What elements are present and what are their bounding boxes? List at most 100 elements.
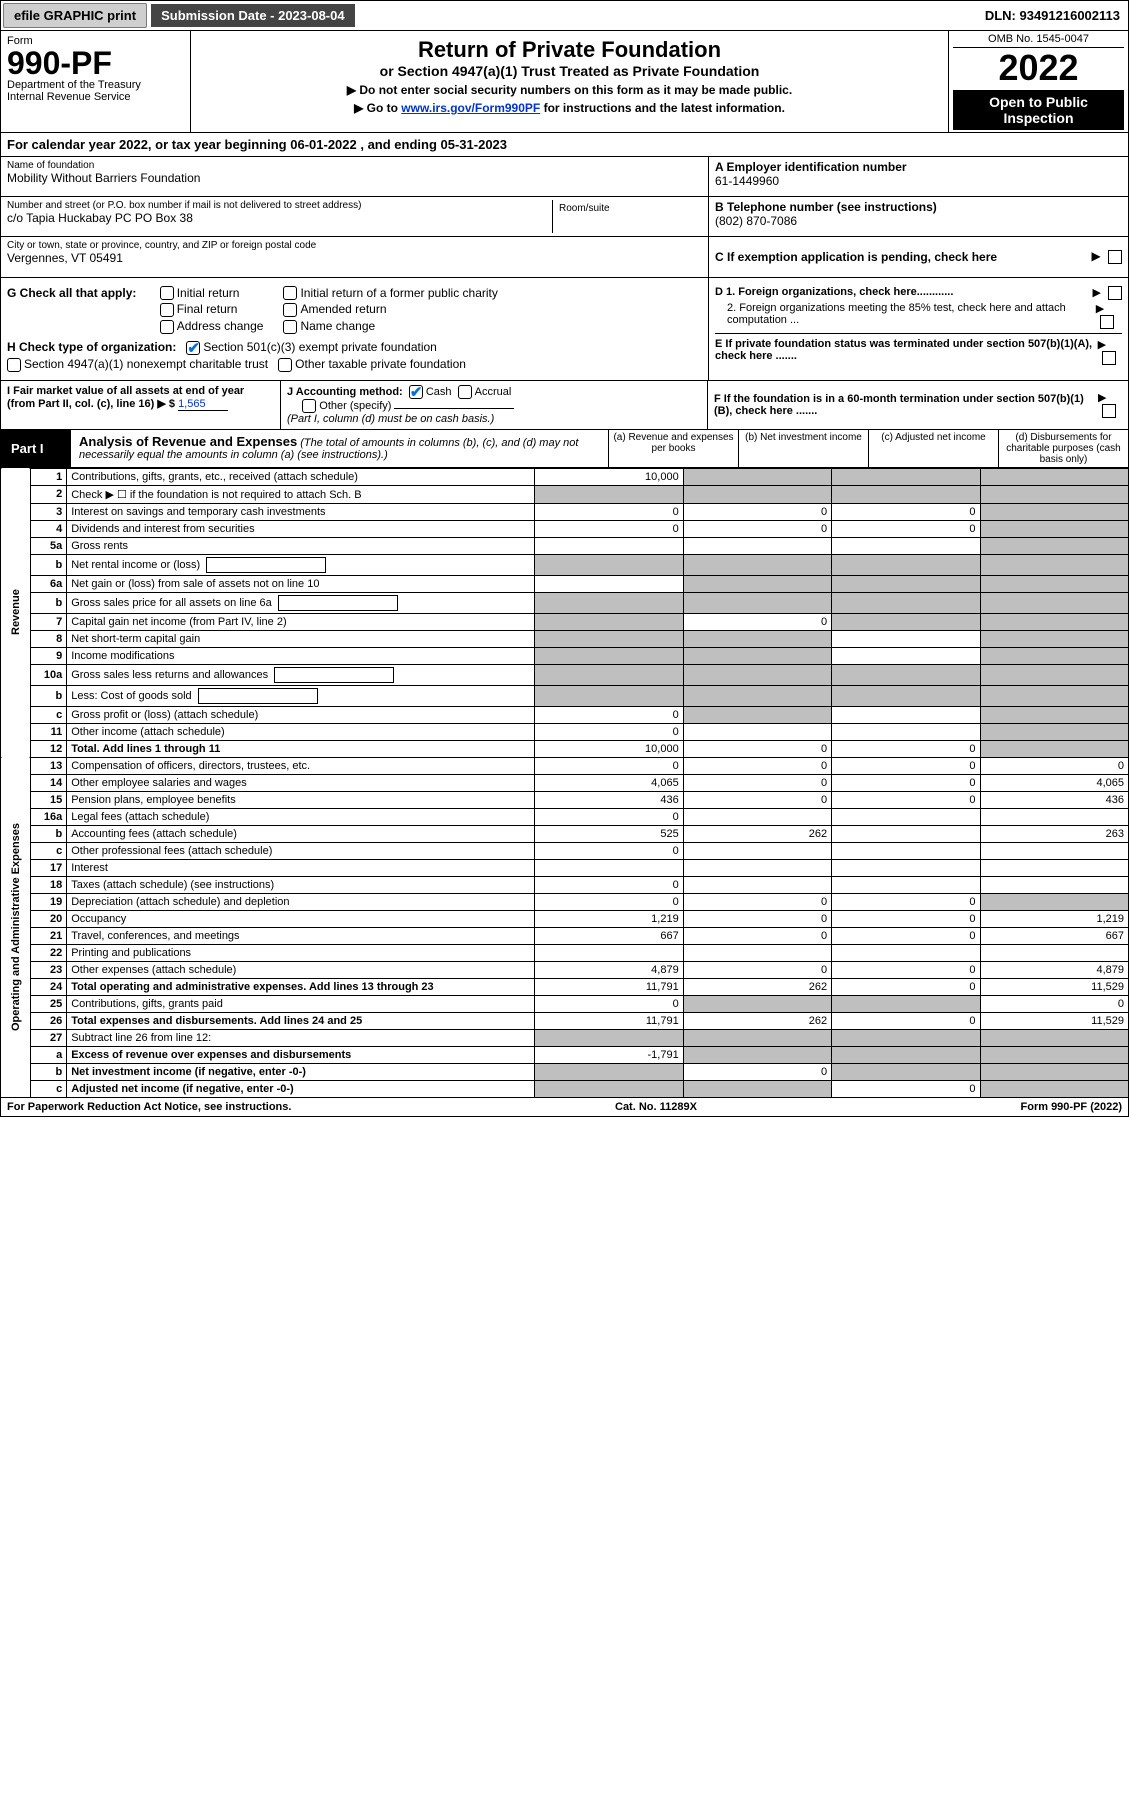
line-description: Total expenses and disbursements. Add li… [67,1012,535,1029]
dln-label: DLN: 93491216002113 [985,8,1126,23]
line-description: Net rental income or (loss) [67,554,535,575]
col-a-header: (a) Revenue and expenses per books [608,430,738,467]
line-number: 24 [30,978,67,995]
foundation-name-row: Name of foundation Mobility Without Barr… [1,157,708,197]
inline-amount-box[interactable] [274,667,394,683]
line-number: 25 [30,995,67,1012]
cell-col-c [832,859,980,876]
chk-amended-return[interactable] [283,303,297,317]
cell-col-a: 0 [535,757,683,774]
line-number: 17 [30,859,67,876]
table-row: 10aGross sales less returns and allowanc… [1,664,1129,685]
chk-501c3[interactable] [186,341,200,355]
j-block: J Accounting method: Cash Accrual Other … [281,381,708,429]
table-row: 2Check ▶ ☐ if the foundation is not requ… [1,485,1129,503]
table-row: 26Total expenses and disbursements. Add … [1,1012,1129,1029]
cell-col-c [832,1029,980,1046]
cell-col-d [980,1063,1128,1080]
opt-address: Address change [177,319,264,333]
line-number: b [30,592,67,613]
cell-col-a [535,575,683,592]
opt-other-taxable: Other taxable private foundation [295,357,466,371]
cell-col-b [683,685,831,706]
part1-title: Analysis of Revenue and Expenses [79,434,297,449]
side-label-expenses: Operating and Administrative Expenses [1,757,31,1097]
line-number: b [30,554,67,575]
cell-col-c [832,808,980,825]
cell-col-a: 4,879 [535,961,683,978]
cell-col-b [683,647,831,664]
cell-col-b: 262 [683,1012,831,1029]
line-number: 22 [30,944,67,961]
line-number: c [30,706,67,723]
cell-col-d [980,647,1128,664]
cell-col-a [535,664,683,685]
opt-name: Name change [300,319,375,333]
part1-table: Revenue1Contributions, gifts, grants, et… [0,468,1129,1098]
line-number: 9 [30,647,67,664]
name-label: Name of foundation [7,160,702,171]
chk-cash[interactable] [409,385,423,399]
cell-col-b [683,1080,831,1097]
cell-col-d [980,893,1128,910]
chk-foreign-org[interactable] [1108,286,1122,300]
submission-date-badge: Submission Date - 2023-08-04 [151,4,355,27]
chk-name-change[interactable] [283,320,297,334]
instruction-2: ▶ Go to www.irs.gov/Form990PF for instru… [201,101,938,115]
chk-initial-return[interactable] [160,286,174,300]
chk-initial-former[interactable] [283,286,297,300]
j-label: J Accounting method: [287,386,403,398]
table-row: cAdjusted net income (if negative, enter… [1,1080,1129,1097]
line-number: 10a [30,664,67,685]
cell-col-b: 0 [683,740,831,757]
cell-col-a: 4,065 [535,774,683,791]
chk-final-return[interactable] [160,303,174,317]
chk-other-taxable[interactable] [278,358,292,372]
cell-col-d: 436 [980,791,1128,808]
cell-col-a: -1,791 [535,1046,683,1063]
chk-60month[interactable] [1102,404,1116,418]
exemption-checkbox[interactable] [1108,250,1122,264]
form-number: 990-PF [7,47,184,79]
cell-col-c: 0 [832,893,980,910]
efile-print-button[interactable]: efile GRAPHIC print [3,3,147,28]
chk-other-method[interactable] [302,399,316,413]
chk-85pct[interactable] [1100,315,1114,329]
e-label: E If private foundation status was termi… [715,338,1092,362]
cell-col-d [980,575,1128,592]
cell-col-a [535,1029,683,1046]
cell-col-b [683,1029,831,1046]
city-row: City or town, state or province, country… [1,237,708,277]
cell-col-c [832,1046,980,1063]
cell-col-d [980,592,1128,613]
calendar-year-row: For calendar year 2022, or tax year begi… [0,133,1129,157]
part1-label: Part I [1,430,71,467]
line-description: Check ▶ ☐ if the foundation is not requi… [67,485,535,503]
cell-col-b [683,1046,831,1063]
table-row: 6aNet gain or (loss) from sale of assets… [1,575,1129,592]
chk-4947a1[interactable] [7,358,21,372]
cell-col-d [980,859,1128,876]
inline-amount-box[interactable] [198,688,318,704]
chk-address-change[interactable] [160,320,174,334]
opt-amended: Amended return [300,302,386,316]
inline-amount-box[interactable] [206,557,326,573]
line-number: 3 [30,503,67,520]
inline-amount-box[interactable] [278,595,398,611]
tax-year-begin: 06-01-2022 [290,137,357,152]
cell-col-a: 0 [535,995,683,1012]
cell-col-a: 0 [535,808,683,825]
line-description: Accounting fees (attach schedule) [67,825,535,842]
line-description: Other expenses (attach schedule) [67,961,535,978]
form990pf-link[interactable]: www.irs.gov/Form990PF [401,101,540,115]
table-row: 21Travel, conferences, and meetings66700… [1,927,1129,944]
chk-accrual[interactable] [458,385,472,399]
line-number: 16a [30,808,67,825]
chk-status-terminated[interactable] [1102,351,1116,365]
line-number: 11 [30,723,67,740]
cell-col-b [683,876,831,893]
cell-col-c: 0 [832,520,980,537]
line-description: Gross sales price for all assets on line… [67,592,535,613]
year-block: OMB No. 1545-0047 2022 Open to Public In… [948,31,1128,132]
line-number: 2 [30,485,67,503]
